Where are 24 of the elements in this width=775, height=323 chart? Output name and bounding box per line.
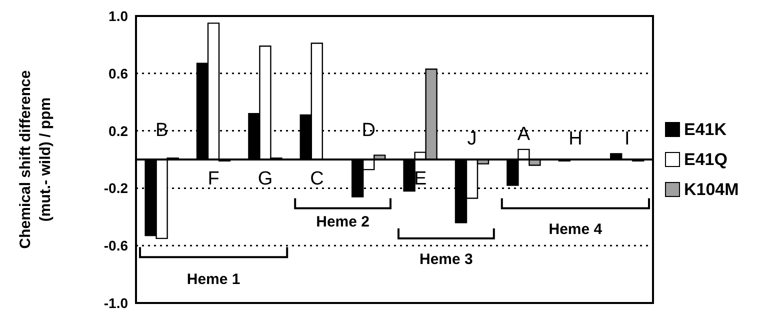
x-tick-label: H [568,128,582,150]
x-tick-label: A [517,124,530,146]
legend-label: E41Q [684,150,728,170]
x-tick-label: I [624,128,630,150]
x-tick-label: F [208,168,220,190]
y-tick-label: 0.6 [108,65,128,82]
x-tick-label: D [362,120,376,141]
annotation: Heme 4 [548,220,603,238]
annotation: Heme 1 [186,271,240,288]
annotation: Heme 3 [420,250,473,268]
legend-label: K104M [684,180,739,200]
x-tick-label: E [414,168,427,190]
y-tick-label: 0.2 [108,122,128,139]
x-tick-label: G [258,168,273,190]
y-tick-label: -0.6 [104,238,128,254]
x-tick-label: B [156,120,168,141]
y-tick-label: -0.2 [104,180,128,196]
y-axis-title: Chemical shift difference (mut.- wild) / ppm [17,70,54,249]
y-tick-label: -1.0 [104,294,128,311]
legend-label: E41K [684,120,727,140]
x-tick-label: C [310,168,324,190]
y-tick-label: 1.0 [108,8,128,24]
x-tick-label: J [467,128,477,150]
annotation: Heme 2 [316,214,370,231]
